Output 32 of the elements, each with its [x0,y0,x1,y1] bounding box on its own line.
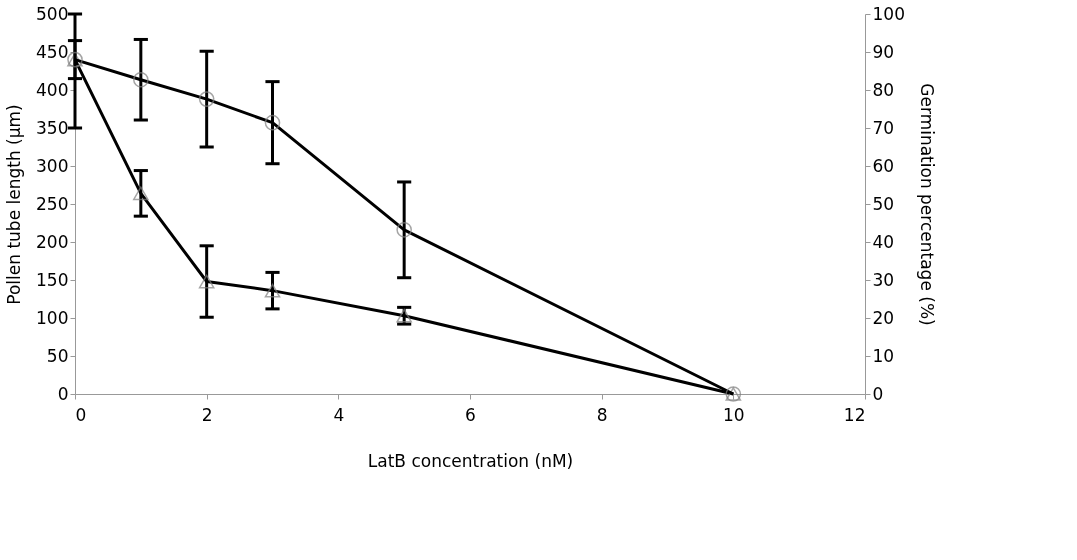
y-tick-label: 150 [36,269,69,290]
y2-tick-label: 80 [872,79,895,100]
x-tick-label: 0 [75,404,87,425]
y-tick-label: 400 [36,79,69,100]
y2-tick-label: 50 [872,193,895,214]
y2-tick-label: 70 [872,117,895,138]
x-tick-label: 8 [596,404,608,425]
x-tick-label: 10 [723,404,745,425]
y-axis-title: Pollen tube length (µm) [4,104,25,305]
y-tick-label: 50 [46,345,69,366]
x-tick-label: 4 [333,404,345,425]
y-tick-label: 100 [36,307,69,328]
y2-tick-label: 0 [872,383,884,404]
y-tick-label: 350 [36,117,69,138]
y-tick-label: 500 [36,3,69,24]
x-tick-label: 12 [843,404,866,425]
x-tick-label: 2 [201,404,213,425]
y2-tick-label: 60 [872,155,895,176]
y2-tick-label: 20 [872,307,895,328]
y-tick-label: 250 [36,193,69,214]
y2-tick-label: 40 [872,231,895,252]
y-tick-label: 200 [36,231,69,252]
y-tick-label: 450 [36,41,69,62]
y-tick-label: 300 [36,155,69,176]
x-tick-label: 6 [465,404,476,425]
y2-tick-label: 100 [872,3,905,24]
x-axis-title: LatB concentration (nM) [367,450,574,471]
y2-tick-label: 90 [872,41,895,62]
y2-tick-label: 30 [872,269,895,290]
y-tick-label: 0 [57,383,69,404]
y2-axis-title: Germination percentage (%) [916,83,937,326]
y2-tick-label: 10 [872,345,895,366]
